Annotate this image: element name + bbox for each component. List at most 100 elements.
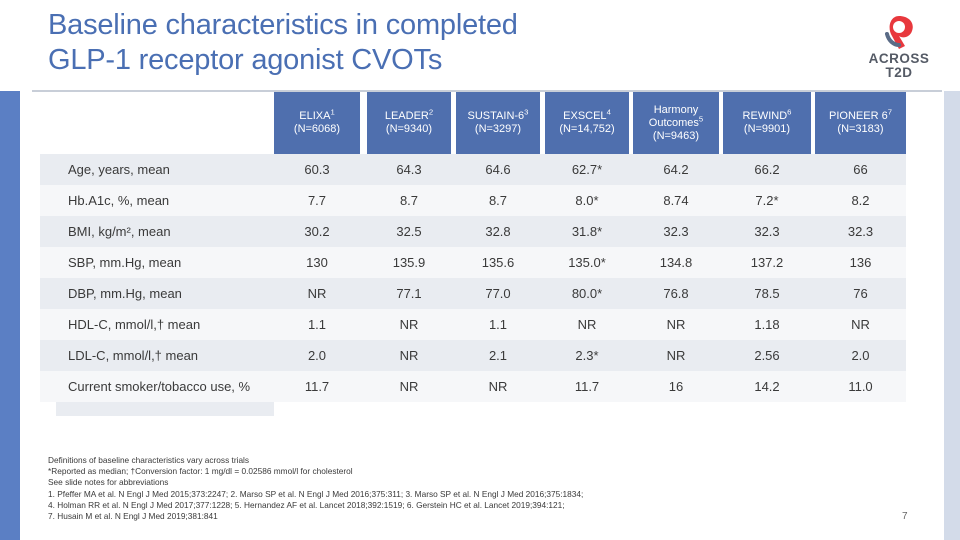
footnote-line: 1. Pfeffer MA et al. N Engl J Med 2015;3… <box>48 488 584 499</box>
column-reference-number: 7 <box>887 107 892 117</box>
column-header-5: REWIND6 (N=9901) <box>723 92 811 154</box>
table-cell: 135.0* <box>568 255 606 270</box>
table-cell: 76 <box>853 286 868 301</box>
footnote-line: *Reported as median; †Conversion factor:… <box>48 466 353 477</box>
slide-title: Baseline characteristics in completed GL… <box>48 8 518 78</box>
table-cell: NR <box>666 348 686 363</box>
column-trial-name-text: REWIND <box>742 110 788 122</box>
column-sample-size: (N=6068) <box>293 123 341 135</box>
row-label: HDL-C, mmol/l,† mean <box>68 317 201 332</box>
column-sample-size: (N=9340) <box>385 123 433 135</box>
baseline-characteristics-table: ELIXA1 (N=6068) LEADER2 (N=9340) SUSTAIN-63(… <box>40 92 906 416</box>
footnote-line: Definitions of baseline characteristics … <box>48 455 250 465</box>
column-trial-name: ELIXA1 <box>299 107 335 123</box>
table-cell: 32.8 <box>485 224 511 239</box>
column-sample-size: (N=3297) <box>474 123 522 135</box>
table-cell: 135.9 <box>392 255 426 270</box>
column-trial-name: REWIND6 <box>742 107 792 123</box>
table-row: HDL-C, mmol/l,† mean 1.1 NR 1.1 NR NR 1.18 NR <box>40 309 906 340</box>
table-cell: 66.2 <box>754 162 780 177</box>
table-cell: 2.1 <box>488 348 508 363</box>
column-sample-size: (N=14,752) <box>559 123 615 135</box>
title-line-2: GLP‑1 receptor agonist CVOTs <box>48 44 443 76</box>
column-trial-name: EXSCEL4 <box>563 107 611 123</box>
column-sample-size: (N=9901) <box>743 123 791 135</box>
column-reference-number: 5 <box>698 113 704 123</box>
table-cell: 78.5 <box>754 286 780 301</box>
right-accent-bar <box>944 91 960 540</box>
row-label: Hb.A1c, %, mean <box>68 193 170 208</box>
table-cell: 2.3* <box>575 348 599 363</box>
table-cell: 76.8 <box>663 286 689 301</box>
table-cell: 77.1 <box>396 286 422 301</box>
column-trial-name: SUSTAIN-63 <box>467 107 529 123</box>
table-row: DBP, mm.Hg, mean NR 77.1 77.0 80.0* 76.8 78.5 7… <box>40 278 906 309</box>
column-header-0: ELIXA1 (N=6068) <box>274 92 360 154</box>
column-header-1: LEADER2 (N=9340) <box>367 92 451 154</box>
footnote-line: 4. Holman RR et al. N Engl J Med 2017;37… <box>48 499 565 510</box>
table-cell: NR <box>666 317 686 332</box>
column-trial-name: Harmony Outcomes5 <box>633 104 719 130</box>
table-cell: NR <box>577 317 597 332</box>
table-cell: 136 <box>849 255 872 270</box>
column-reference-number: 1 <box>330 107 335 117</box>
column-sample-size: (N=3183) <box>837 123 884 135</box>
table-cell: 1.1 <box>307 317 327 332</box>
column-trial-name-text: PIONEER 6 <box>829 110 888 122</box>
table-cell: NR <box>399 317 419 332</box>
row-label: LDL-C, mmol/l,† mean <box>68 348 199 363</box>
table-cell: 7.2* <box>755 193 779 208</box>
footnotes: Definitions of baseline characteristics … <box>48 455 848 522</box>
page-number: 7 <box>902 511 908 522</box>
table-cell: 8.7 <box>399 193 419 208</box>
table-cell: 8.74 <box>663 193 689 208</box>
table-row: Current smoker/tobacco use, % 11.7 NR NR 11.… <box>40 371 906 402</box>
table-header-corner <box>56 92 274 154</box>
table-cell: 7.7 <box>307 193 327 208</box>
column-header-4: Harmony Outcomes5 (N=9463) <box>633 92 719 154</box>
table-cell: 32.3 <box>663 224 689 239</box>
row-label: SBP, mm.Hg, mean <box>68 255 182 270</box>
column-header-3: EXSCEL4 (N=14,752) <box>545 92 629 154</box>
table-cell: 2.56 <box>754 348 780 363</box>
column-header-2: SUSTAIN-63 (N=3297) <box>456 92 540 154</box>
table-cell: 32.3 <box>754 224 780 239</box>
table-cell: 64.2 <box>663 162 689 177</box>
across-t2d-logo: ACROSS T2D <box>866 12 932 86</box>
table-cell: NR <box>488 379 508 394</box>
table-cell: 2.0 <box>307 348 327 363</box>
column-trial-name: LEADER2 <box>384 108 433 123</box>
column-trial-name-text: LEADER <box>384 110 429 122</box>
table-cell: 60.3 <box>304 162 330 177</box>
column-header-6: PIONEER 67 (N=3183) <box>815 92 906 154</box>
table-row: LDL-C, mmol/l,† mean 2.0 NR 2.1 2.3* NR 2.56 2.… <box>40 340 906 371</box>
table-cell: 8.7 <box>488 193 508 208</box>
table-cell: NR <box>851 317 870 332</box>
column-trial-name-text: Harmony Outcomes <box>648 103 699 129</box>
table-cell: 11.7 <box>574 379 600 394</box>
column-reference-number: 6 <box>787 107 792 117</box>
column-reference-number: 3 <box>524 107 529 117</box>
table-cell: 80.0* <box>571 286 603 301</box>
table-cell: 130 <box>306 255 328 270</box>
row-label: DBP, mm.Hg, mean <box>68 286 182 301</box>
row-label: Age, years, mean <box>68 162 170 177</box>
table-row: Hb.A1c, %, mean 7.7 8.7 8.7 8.0* 8.74 7.2* 8.2 <box>40 185 906 216</box>
table-cell: 30.2 <box>304 224 330 239</box>
column-trial-name-text: ELIXA <box>299 110 331 122</box>
column-sample-size: (N=9463) <box>652 129 700 142</box>
table-cell: 16 <box>668 379 684 394</box>
row-label: Current smoker/tobacco use, % <box>68 379 251 394</box>
column-reference-number: 4 <box>606 107 611 117</box>
table-cell: NR <box>399 348 419 363</box>
table-cell: 14.2 <box>754 379 780 394</box>
table-cell: 77.0 <box>485 286 511 301</box>
table-cell: NR <box>399 379 419 394</box>
table-cell: 31.8* <box>571 224 603 239</box>
table-cell: 8.0* <box>575 193 599 208</box>
table-cell: 66 <box>853 162 868 177</box>
table-row: BMI, kg/m², mean 30.2 32.5 32.8 31.8* 32.3 32.… <box>40 216 906 247</box>
table-cell: 134.8 <box>659 255 693 270</box>
column-trial-name-text: SUSTAIN-6 <box>467 110 525 122</box>
table-cell: 135.6 <box>481 255 515 270</box>
